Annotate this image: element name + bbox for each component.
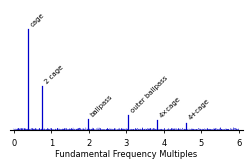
Text: cage: cage xyxy=(30,12,46,28)
Text: 2 cage: 2 cage xyxy=(44,64,64,85)
Text: 4+cage: 4+cage xyxy=(187,98,210,121)
Text: ballpass: ballpass xyxy=(89,94,114,118)
X-axis label: Fundamental Frequency Multiples: Fundamental Frequency Multiples xyxy=(55,150,198,159)
Text: 4×cage: 4×cage xyxy=(158,96,182,119)
Text: outer ballpass: outer ballpass xyxy=(130,74,169,114)
